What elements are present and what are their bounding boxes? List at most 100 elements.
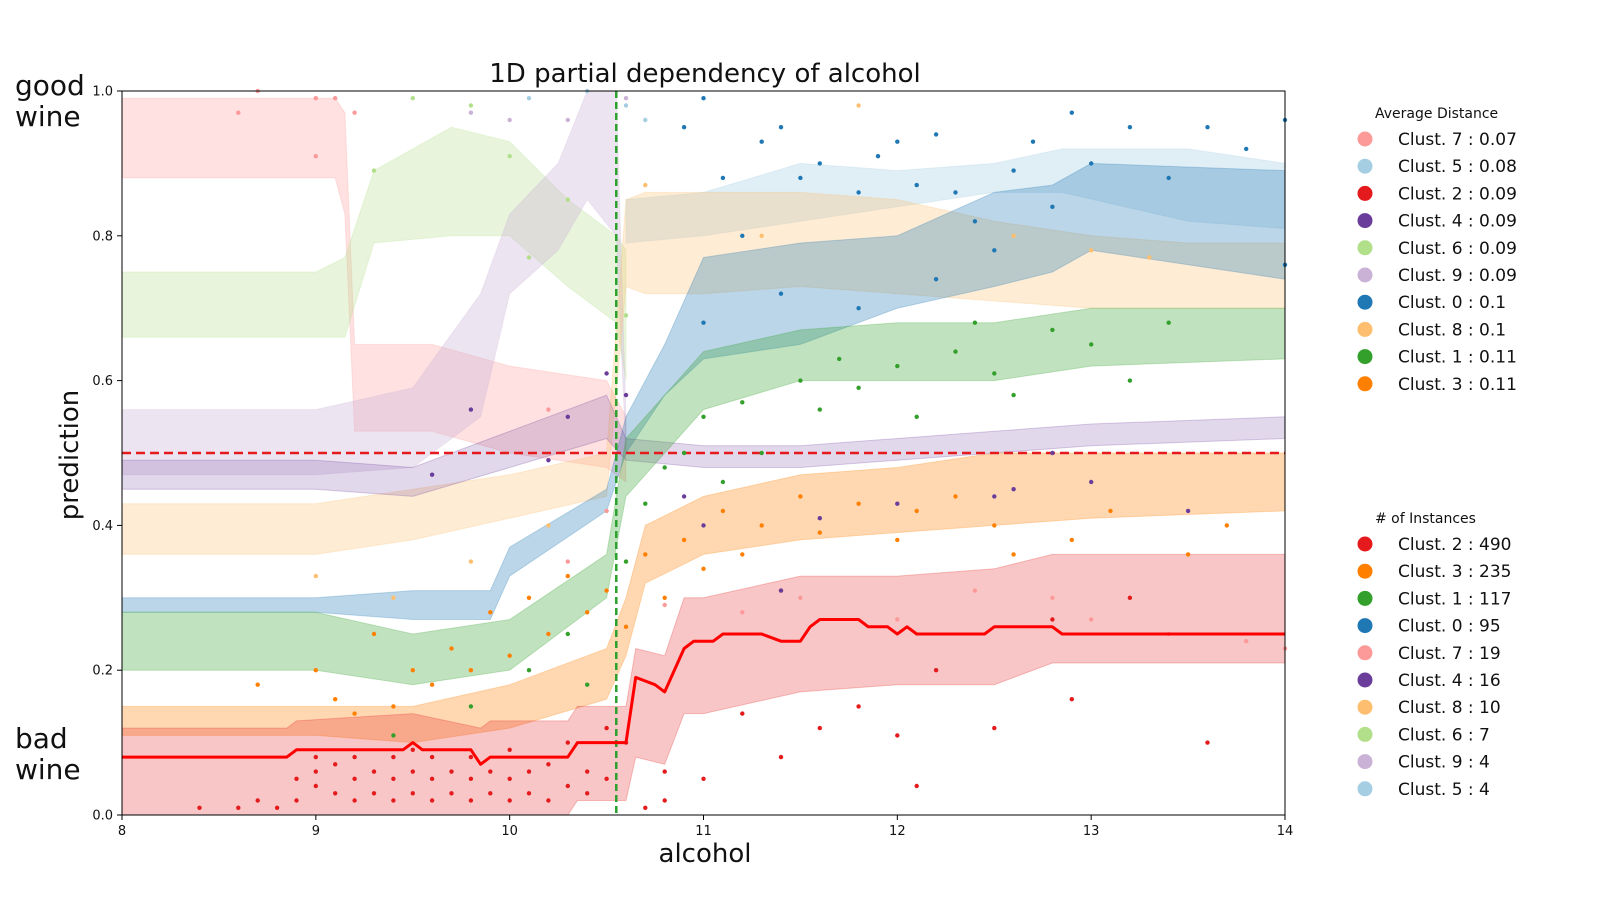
data-point — [817, 161, 822, 166]
data-point — [701, 320, 706, 325]
data-point — [972, 588, 978, 593]
data-point — [371, 791, 377, 796]
data-point — [1050, 450, 1055, 456]
data-point — [507, 747, 512, 752]
data-point — [778, 588, 784, 593]
legend-marker — [1357, 294, 1373, 310]
data-point — [778, 754, 784, 760]
legend-marker — [1357, 376, 1373, 392]
data-point — [740, 610, 745, 615]
legend-entry-label: Clust. 1 : 117 — [1398, 589, 1512, 609]
data-point — [197, 805, 202, 810]
data-point — [565, 197, 570, 202]
data-point — [817, 516, 822, 521]
data-point — [798, 175, 803, 181]
legend-entry-label: Clust. 9 : 0.09 — [1398, 266, 1517, 286]
data-point — [391, 754, 396, 760]
data-point — [313, 754, 318, 760]
legend-marker — [1357, 185, 1373, 201]
data-point — [352, 711, 357, 716]
data-point — [604, 776, 609, 781]
legend-entry-label: Clust. 3 : 0.11 — [1398, 375, 1517, 395]
data-point — [856, 704, 861, 709]
data-point — [565, 783, 570, 789]
data-point — [701, 96, 706, 101]
points-clust-0 — [681, 96, 1288, 325]
data-point — [255, 682, 260, 687]
data-point — [623, 103, 629, 108]
data-point — [643, 552, 648, 557]
data-point — [972, 219, 978, 224]
data-point — [1069, 697, 1075, 702]
legend-marker — [1357, 645, 1373, 661]
data-point — [526, 769, 532, 774]
data-point — [914, 182, 919, 188]
legend-entry-label: Clust. 8 : 0.1 — [1398, 320, 1506, 340]
data-point — [391, 776, 396, 781]
data-point — [333, 697, 338, 702]
data-point — [643, 805, 648, 810]
data-point — [604, 371, 609, 376]
data-point — [1166, 320, 1171, 325]
data-point — [313, 154, 318, 159]
data-point — [488, 610, 493, 615]
data-point — [352, 798, 357, 803]
data-point — [371, 769, 377, 774]
data-point — [740, 233, 745, 238]
data-point — [662, 465, 667, 470]
legend-entry-label: Clust. 2 : 490 — [1398, 535, 1512, 555]
y-axis: 0.0 0.2 0.4 0.6 0.8 1.0 — [92, 85, 122, 824]
legend-average-distance: Average Distance Clust. 7 : 0.07 Clust. 5 … — [1357, 106, 1517, 395]
data-point — [313, 668, 318, 673]
data-point — [236, 805, 241, 810]
data-point — [468, 798, 474, 803]
bad-label-line2: wine — [15, 753, 81, 786]
data-point — [798, 595, 803, 600]
main-line-layer — [122, 618, 1285, 766]
x-tick-label: 9 — [312, 824, 320, 839]
data-point — [623, 96, 629, 101]
data-point — [933, 277, 939, 282]
data-point — [585, 791, 590, 796]
data-point — [488, 769, 493, 774]
data-point — [623, 624, 629, 629]
data-point — [1089, 248, 1094, 253]
data-point — [565, 631, 570, 637]
data-point — [294, 798, 299, 803]
data-point — [720, 508, 726, 514]
data-point — [410, 769, 415, 774]
data-point — [837, 356, 842, 362]
points-clust-8 — [313, 103, 1152, 600]
data-point — [895, 363, 900, 369]
data-point — [371, 631, 377, 637]
data-point — [468, 668, 474, 673]
legend-marker — [1357, 781, 1373, 797]
data-point — [585, 682, 590, 687]
legend-entry-label: Clust. 0 : 95 — [1398, 617, 1501, 637]
points-clust-9 — [468, 96, 629, 123]
x-tick-label: 8 — [118, 824, 126, 839]
legend-marker — [1357, 536, 1373, 552]
data-point — [643, 182, 648, 188]
data-point — [1089, 479, 1094, 485]
data-point — [1011, 168, 1016, 173]
data-point — [856, 501, 861, 506]
data-point — [1011, 552, 1016, 557]
data-point — [546, 523, 551, 528]
data-point — [429, 682, 435, 687]
legend-marker — [1357, 240, 1373, 256]
data-point — [526, 595, 532, 600]
data-point — [507, 798, 512, 803]
data-point — [623, 559, 629, 564]
data-point — [914, 783, 919, 789]
data-point — [1089, 617, 1094, 622]
data-point — [914, 414, 919, 419]
legend-marker — [1357, 158, 1373, 174]
data-point — [759, 523, 764, 528]
data-point — [895, 617, 900, 622]
data-point — [429, 798, 435, 803]
data-point — [701, 414, 706, 419]
data-point — [352, 110, 357, 115]
data-point — [856, 385, 861, 390]
data-point — [333, 791, 338, 796]
